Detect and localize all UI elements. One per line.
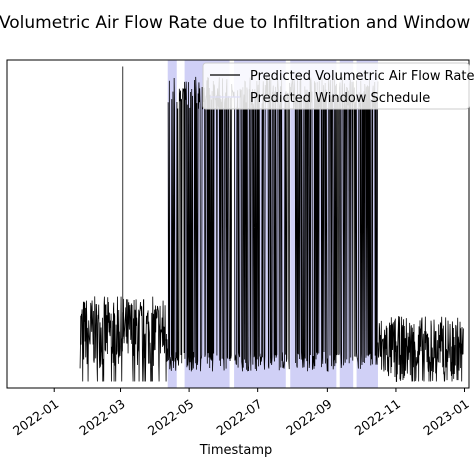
air-flow-line: [377, 316, 464, 382]
legend-box: [202, 62, 470, 110]
legend-entry-air-flow: Predicted Volumetric Air Flow Rate: [250, 69, 474, 84]
air-flow-line: [79, 296, 169, 382]
x-axis-label: Timestamp: [199, 443, 273, 458]
legend-entry-window-schedule: Predicted Window Schedule: [250, 91, 430, 106]
plot-frame: [6, 59, 470, 389]
legend: Predicted Volumetric Air Flow Rate Predi…: [202, 62, 474, 110]
chart-title: Predicted Volumetric Air Flow Rate due t…: [0, 13, 474, 33]
